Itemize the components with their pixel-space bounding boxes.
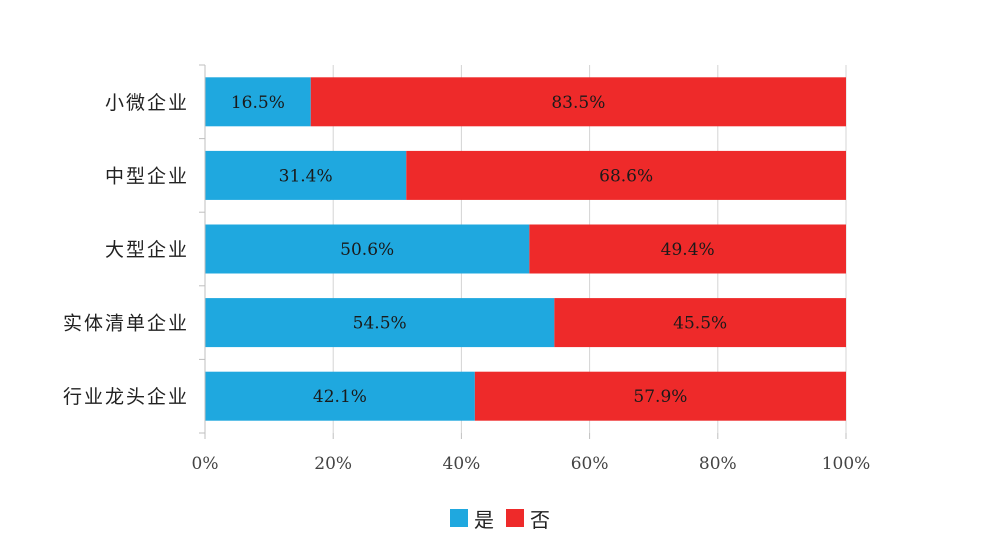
x-tick-label: 0% [192, 454, 219, 474]
x-tick-label: 20% [314, 454, 352, 474]
x-tick-label: 80% [699, 454, 737, 474]
x-tick-label: 100% [822, 454, 871, 474]
bar-segment-no [474, 371, 846, 421]
bar-segment-yes [205, 298, 555, 348]
data-label: 54.5% [353, 314, 407, 334]
x-tick-label: 40% [443, 454, 481, 474]
legend-swatch [450, 509, 468, 527]
category-label: 行业龙头企业 [63, 386, 189, 408]
legend-label: 否 [530, 507, 550, 532]
bar-segment-no [406, 150, 846, 200]
data-label: 57.9% [633, 387, 687, 407]
data-label: 49.4% [661, 240, 715, 260]
data-label: 42.1% [313, 387, 367, 407]
category-label: 实体清单企业 [63, 313, 189, 335]
data-label: 31.4% [279, 166, 333, 186]
legend-label: 是 [474, 507, 494, 532]
bar-segment-yes [205, 371, 475, 421]
legend-item-no: 否 [506, 504, 550, 533]
x-tick-label: 60% [571, 454, 609, 474]
data-label: 83.5% [551, 93, 605, 113]
category-label: 中型企业 [105, 165, 189, 187]
data-label: 45.5% [673, 314, 727, 334]
labels: 0% 20% 40% 60% 80% 100% 16.5% 83.5% 小微企业 31.4% 68.… [63, 92, 870, 474]
legend: 是否 [0, 500, 1000, 536]
axes [199, 64, 847, 439]
data-label: 68.6% [599, 166, 653, 186]
bar-segment-yes [205, 224, 530, 274]
category-label: 小微企业 [105, 92, 189, 114]
legend-swatch [506, 509, 524, 527]
data-label: 16.5% [231, 93, 285, 113]
bar-segment-no [529, 224, 846, 274]
bar-segment-no [310, 77, 846, 127]
bar-segment-no [554, 298, 846, 348]
bar-segment-yes [205, 77, 311, 127]
bars [205, 77, 846, 421]
data-label: 50.6% [340, 240, 394, 260]
bar-segment-yes [205, 150, 407, 200]
legend-item-yes: 是 [450, 504, 494, 533]
category-label: 大型企业 [105, 239, 189, 261]
